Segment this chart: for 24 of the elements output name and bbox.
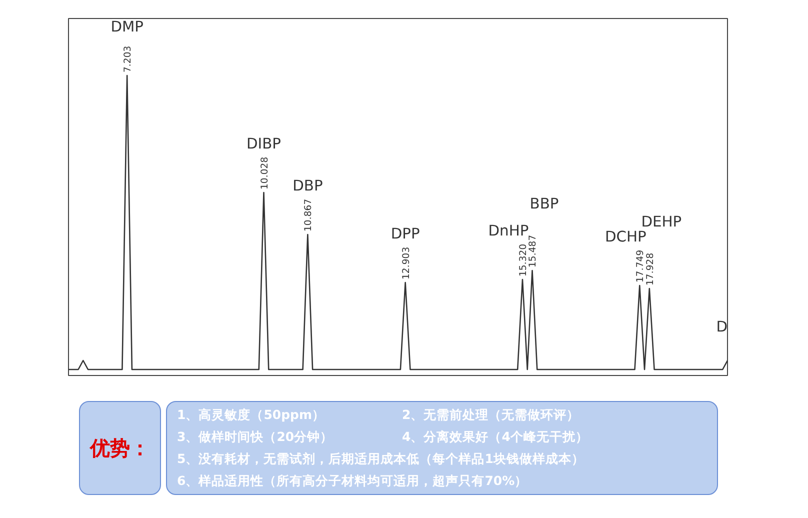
text: 优势：: [79, 401, 161, 495]
text: 4、分离效果好（4个峰无干扰）: [402, 428, 588, 446]
annotation: 10.028: [259, 156, 270, 190]
annotation: BBP: [530, 196, 559, 212]
annotation: D: [716, 318, 728, 336]
text: DMP: [110, 18, 144, 36]
annotation: 17.749: [635, 250, 646, 282]
annotation: DnHP: [488, 222, 529, 240]
text: 5、没有耗材，无需试剂，后期适用成本低（每个样品1块钱做样成本）: [177, 450, 586, 468]
text: 6、样品适用性（所有高分子材料均可适用，超声只有70%）: [177, 472, 529, 490]
text: 1、高灵敏度（50ppm）: [177, 406, 326, 424]
text: 2、无需前处理（无需做环评）: [402, 406, 580, 424]
annotation: 12.903: [400, 246, 412, 280]
annotation: DIBP: [246, 136, 282, 152]
annotation: 15.320: [518, 244, 529, 276]
annotation: DCHP: [604, 228, 646, 246]
text: 3、做样时间快（20分钟）: [177, 428, 334, 446]
annotation: 15.487: [528, 234, 539, 268]
text: 7.203: [122, 46, 134, 72]
annotation: 17.928: [644, 252, 656, 286]
annotation: DPP: [390, 226, 420, 242]
annotation: DEHP: [641, 214, 682, 230]
annotation: 10.867: [303, 198, 314, 232]
annotation: DBP: [292, 178, 323, 194]
